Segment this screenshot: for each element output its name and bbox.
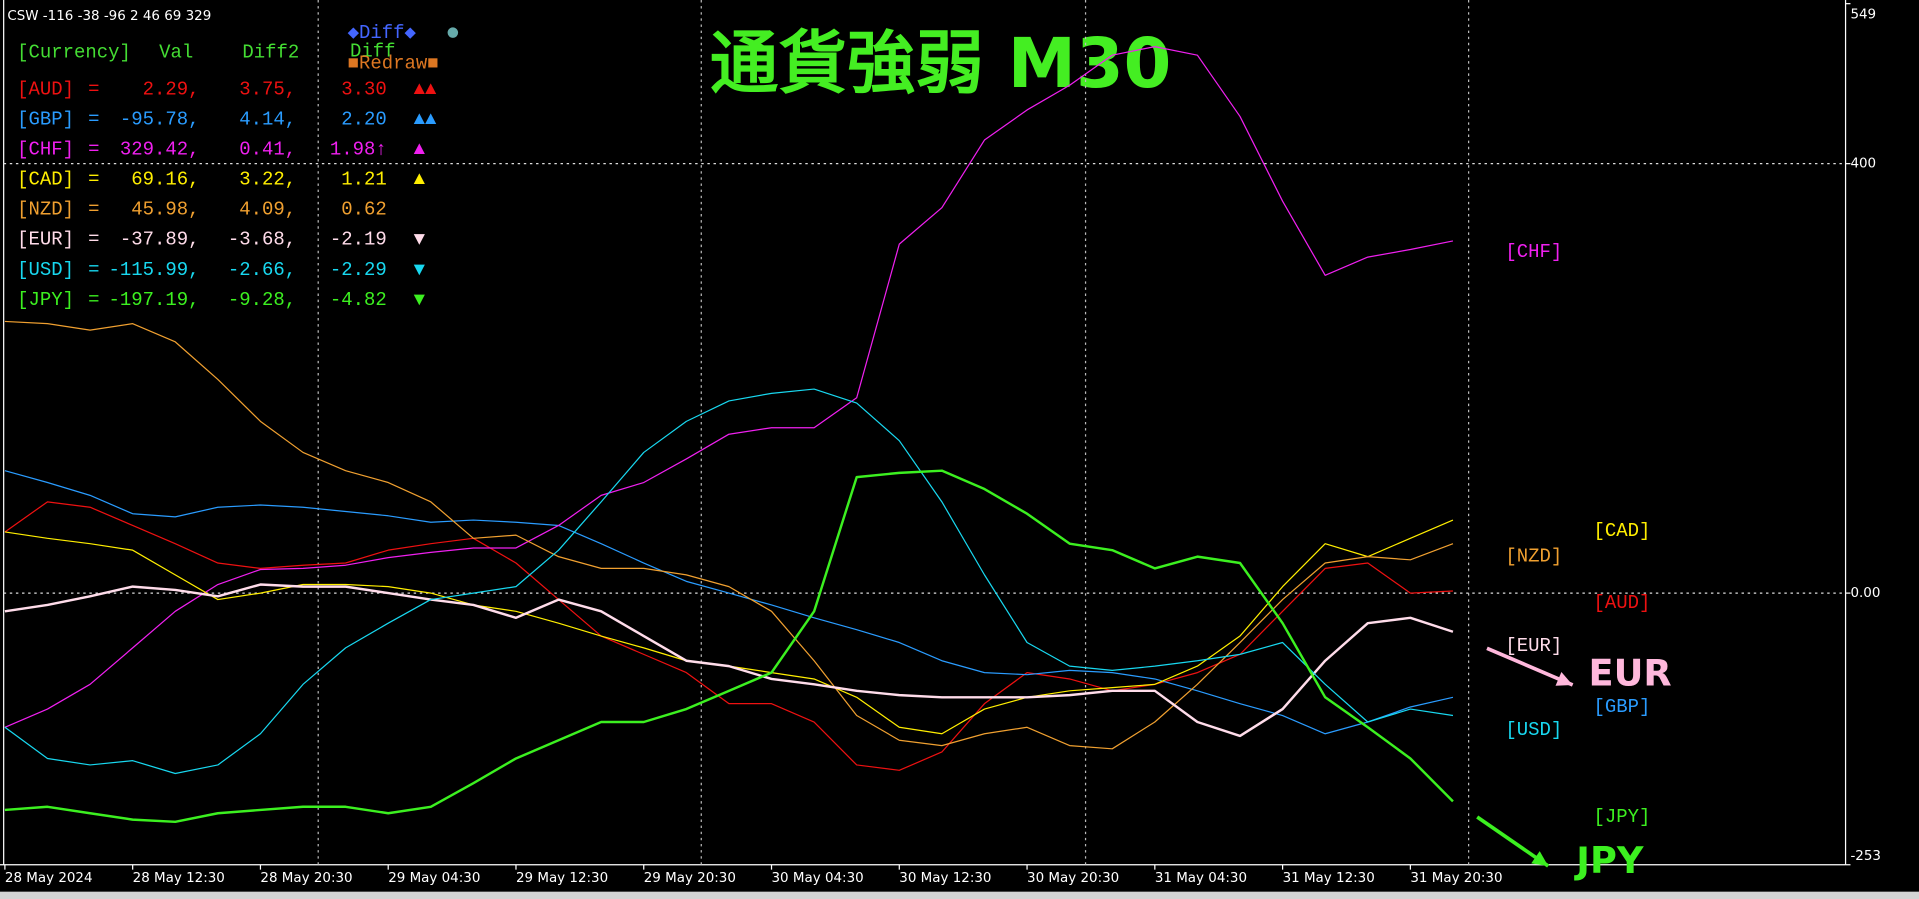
- table-cell: [EUR]: [17, 229, 74, 251]
- legend-label: [NZD]: [1505, 546, 1562, 568]
- table-cell: =: [88, 108, 99, 130]
- x-tick-label: 31 May 20:30: [1410, 871, 1502, 886]
- table-cell: [JPY]: [17, 289, 74, 311]
- series-line: [4, 388, 1454, 775]
- x-tick-label: 28 May 12:30: [133, 871, 225, 886]
- table-cell: =: [88, 78, 99, 100]
- y-tick-label: 400: [1850, 157, 1876, 172]
- table-cell: -9.28,: [228, 289, 296, 311]
- x-tick-label: 28 May 20:30: [260, 871, 352, 886]
- x-tick-label: 29 May 04:30: [388, 871, 480, 886]
- table-cell: -115.99,: [108, 259, 199, 281]
- table-cell: ▼: [414, 289, 426, 311]
- button[interactable]: ■Redraw■: [348, 53, 439, 75]
- table-cell: =: [88, 169, 99, 191]
- table-cell: ▼: [414, 259, 426, 281]
- indicator-label: CSW -116 -38 -96 2 46 69 329: [7, 9, 211, 24]
- table-cell: 2.29,: [143, 78, 200, 100]
- table-header: [Currency]: [17, 42, 131, 64]
- table-cell: 0.62: [341, 199, 387, 221]
- x-tick-label: 29 May 12:30: [516, 871, 608, 886]
- legend-label: [CHF]: [1505, 241, 1562, 263]
- table-cell: 1.98↑: [330, 138, 387, 160]
- x-tick-label: 30 May 20:30: [1027, 871, 1119, 886]
- table-cell: 4.09,: [239, 199, 296, 221]
- table-cell: -3.68,: [228, 229, 296, 251]
- table-cell: [NZD]: [17, 199, 74, 221]
- legend-label: [AUD]: [1593, 592, 1650, 614]
- table-cell: ▲▲: [414, 78, 437, 100]
- series-line: [4, 320, 1454, 750]
- y-tick-label: 0.00: [1850, 586, 1880, 601]
- table-cell: -197.19,: [108, 289, 199, 311]
- annotation-arrowhead: [1555, 672, 1573, 686]
- table-cell: ▲: [414, 169, 426, 191]
- x-tick-label: 28 May 2024: [5, 871, 93, 886]
- table-cell: ▼: [414, 229, 426, 251]
- legend-label: [EUR]: [1505, 635, 1562, 657]
- x-tick-label: 31 May 12:30: [1283, 871, 1375, 886]
- table-cell: [AUD]: [17, 78, 74, 100]
- table-cell: [GBP]: [17, 108, 74, 130]
- button[interactable]: ●: [445, 20, 460, 47]
- table-cell: 329.42,: [120, 138, 200, 160]
- table-cell: -2.66,: [228, 259, 296, 281]
- table-cell: 45.98,: [131, 199, 199, 221]
- table-cell: =: [88, 229, 99, 251]
- series-line: [4, 45, 1454, 728]
- series-line: [4, 470, 1454, 735]
- table-cell: -95.78,: [120, 108, 200, 130]
- table-header: Val: [159, 42, 193, 64]
- table-cell: -37.89,: [120, 229, 200, 251]
- y-tick-label: -253: [1850, 849, 1881, 864]
- table-cell: 3.22,: [239, 169, 296, 191]
- button[interactable]: ◆Diff◆: [348, 22, 417, 44]
- table-cell: 4.14,: [239, 108, 296, 130]
- table-cell: 3.30: [341, 78, 387, 100]
- annotation-arrow: [1486, 646, 1574, 687]
- legend-label: [JPY]: [1593, 806, 1650, 828]
- table-cell: =: [88, 199, 99, 221]
- x-tick-label: 30 May 12:30: [899, 871, 991, 886]
- chart-title: 通貨強弱 M30: [710, 24, 1171, 104]
- y-tick-label: 549: [1850, 8, 1876, 23]
- series-line: [4, 501, 1453, 771]
- legend-label: [GBP]: [1593, 696, 1650, 718]
- table-header: Diff: [350, 40, 396, 62]
- table-cell: [CHF]: [17, 138, 74, 160]
- x-tick-label: 30 May 04:30: [772, 871, 864, 886]
- annotation-arrowhead: [1531, 851, 1549, 866]
- table-cell: 0.41,: [239, 138, 296, 160]
- series-line: [4, 583, 1454, 738]
- x-tick-label: 31 May 04:30: [1155, 871, 1247, 886]
- table-cell: 2.20: [341, 108, 387, 130]
- tab-bar: [0, 891, 1919, 899]
- table-cell: 3.75,: [239, 78, 296, 100]
- table-cell: =: [88, 259, 99, 281]
- table-cell: =: [88, 138, 99, 160]
- table-cell: -2.19: [330, 229, 387, 251]
- series-line: [4, 469, 1454, 824]
- table-cell: 69.16,: [131, 169, 199, 191]
- legend-label: [CAD]: [1593, 520, 1650, 542]
- table-cell: ▲▲: [414, 108, 437, 130]
- table-cell: [USD]: [17, 259, 74, 281]
- table-cell: ▲: [414, 138, 426, 160]
- table-cell: =: [88, 289, 99, 311]
- table-cell: -4.82: [330, 289, 387, 311]
- x-tick-label: 29 May 20:30: [644, 871, 736, 886]
- legend-label: [USD]: [1505, 719, 1562, 741]
- table-cell: -2.29: [330, 259, 387, 281]
- table-cell: [CAD]: [17, 169, 74, 191]
- annotation: EUR: [1589, 652, 1672, 695]
- table-header: Diff2: [242, 42, 299, 64]
- table-cell: 1.21: [341, 169, 387, 191]
- annotation: JPY: [1573, 839, 1644, 882]
